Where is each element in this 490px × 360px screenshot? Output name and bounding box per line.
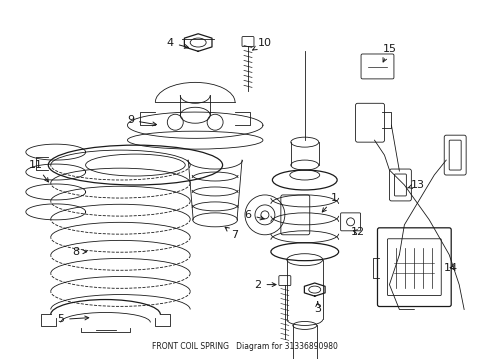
Text: 3: 3 [314,302,321,315]
Text: 10: 10 [253,37,272,50]
Text: 12: 12 [350,227,365,237]
Text: 5: 5 [57,314,89,324]
Text: FRONT COIL SPRING   Diagram for 31336890980: FRONT COIL SPRING Diagram for 3133689098… [152,342,338,351]
Text: 11: 11 [29,160,49,182]
Text: 8: 8 [72,247,87,257]
Text: 15: 15 [382,44,396,62]
Text: 6: 6 [245,210,264,220]
Text: 9: 9 [127,115,156,126]
Text: 7: 7 [225,227,239,240]
Text: 14: 14 [444,263,458,273]
Text: 13: 13 [408,180,424,190]
Text: 2: 2 [254,280,276,289]
Text: 4: 4 [167,37,189,48]
Text: 1: 1 [322,193,338,212]
